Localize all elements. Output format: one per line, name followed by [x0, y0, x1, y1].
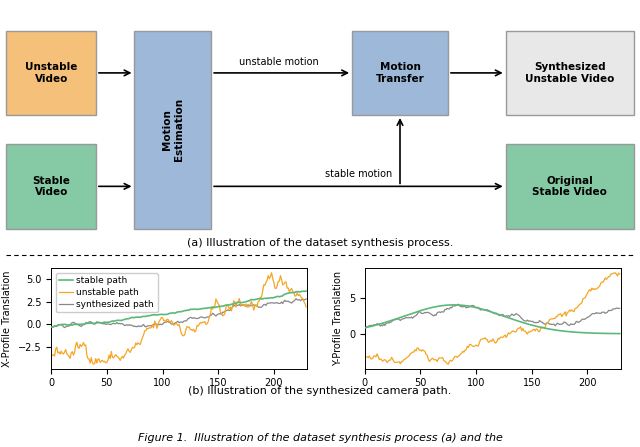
unstable path [569, 308, 577, 314]
synthesized path [255, 304, 263, 310]
unstable path [250, 308, 258, 313]
Text: (b) Illustration of the synthesized camera path.: (b) Illustration of the synthesized came… [188, 386, 452, 396]
synthesized path [95, 320, 103, 325]
stable path [249, 297, 257, 302]
unstable path [242, 301, 250, 307]
synthesized path [242, 304, 250, 309]
Text: unstable motion: unstable motion [239, 57, 318, 67]
stable path [284, 291, 291, 296]
unstable path [408, 350, 415, 356]
synthesized path [408, 314, 415, 320]
synthesized path [569, 322, 577, 327]
synthesized path [284, 299, 292, 304]
unstable path [611, 270, 619, 275]
synthesized path [250, 302, 258, 308]
Line: synthesized path: synthesized path [51, 299, 306, 328]
synthesized path [292, 296, 300, 301]
unstable path [616, 271, 623, 277]
FancyBboxPatch shape [6, 144, 96, 228]
Text: Figure 1.  Illustration of the dataset synthesis process (a) and the: Figure 1. Illustration of the dataset sy… [138, 433, 502, 443]
stable path [616, 331, 623, 336]
Text: (a) Illustration of the dataset synthesis process.: (a) Illustration of the dataset synthesi… [187, 238, 453, 248]
stable path [615, 331, 623, 336]
synthesized path [448, 305, 456, 311]
FancyBboxPatch shape [506, 144, 634, 228]
stable path [450, 302, 458, 308]
unstable path [90, 362, 97, 367]
FancyBboxPatch shape [134, 31, 211, 228]
stable path [564, 329, 572, 334]
Line: unstable path: unstable path [51, 273, 306, 364]
unstable path [135, 341, 143, 346]
synthesized path [615, 306, 623, 311]
stable path [448, 302, 456, 308]
FancyBboxPatch shape [352, 31, 448, 115]
unstable path [598, 279, 605, 285]
unstable path [564, 310, 572, 315]
unstable path [47, 353, 55, 358]
unstable path [268, 270, 275, 275]
Y-axis label: X-Profile Translation: X-Profile Translation [3, 270, 12, 367]
synthesized path [135, 324, 143, 329]
synthesized path [361, 325, 369, 330]
Text: Stable
Video: Stable Video [32, 176, 70, 197]
stable path [254, 296, 262, 301]
stable path [598, 331, 605, 336]
unstable path [556, 312, 563, 317]
Line: unstable path: unstable path [365, 273, 620, 364]
synthesized path [616, 306, 623, 311]
stable path [408, 311, 415, 316]
stable path [361, 325, 369, 330]
Text: Original
Stable Video: Original Stable Video [532, 176, 607, 197]
synthesized path [454, 302, 462, 307]
synthesized path [61, 325, 68, 330]
synthesized path [598, 310, 605, 315]
Text: Motion
Estimation: Motion Estimation [162, 98, 184, 161]
unstable path [285, 290, 293, 295]
unstable path [255, 298, 263, 304]
FancyBboxPatch shape [506, 31, 634, 115]
stable path [94, 320, 102, 325]
Y-axis label: Y-Profile Translation: Y-Profile Translation [333, 271, 343, 366]
Text: stable motion: stable motion [324, 169, 392, 179]
Legend: stable path, unstable path, synthesized path: stable path, unstable path, synthesized … [56, 273, 157, 312]
Line: stable path: stable path [365, 305, 620, 333]
unstable path [444, 362, 452, 367]
stable path [300, 289, 308, 294]
synthesized path [302, 296, 310, 302]
Text: Motion
Transfer: Motion Transfer [376, 62, 424, 84]
Text: Synthesized
Unstable Video: Synthesized Unstable Video [525, 62, 614, 84]
synthesized path [564, 322, 572, 327]
stable path [47, 325, 55, 330]
stable path [302, 288, 310, 294]
stable path [134, 314, 142, 320]
stable path [569, 329, 577, 335]
unstable path [302, 304, 310, 310]
FancyBboxPatch shape [6, 31, 96, 115]
Line: stable path: stable path [51, 291, 306, 327]
synthesized path [47, 325, 55, 330]
unstable path [449, 358, 456, 363]
unstable path [95, 356, 103, 362]
unstable path [361, 353, 369, 358]
Line: synthesized path: synthesized path [365, 304, 620, 328]
Text: Unstable
Video: Unstable Video [25, 62, 77, 84]
